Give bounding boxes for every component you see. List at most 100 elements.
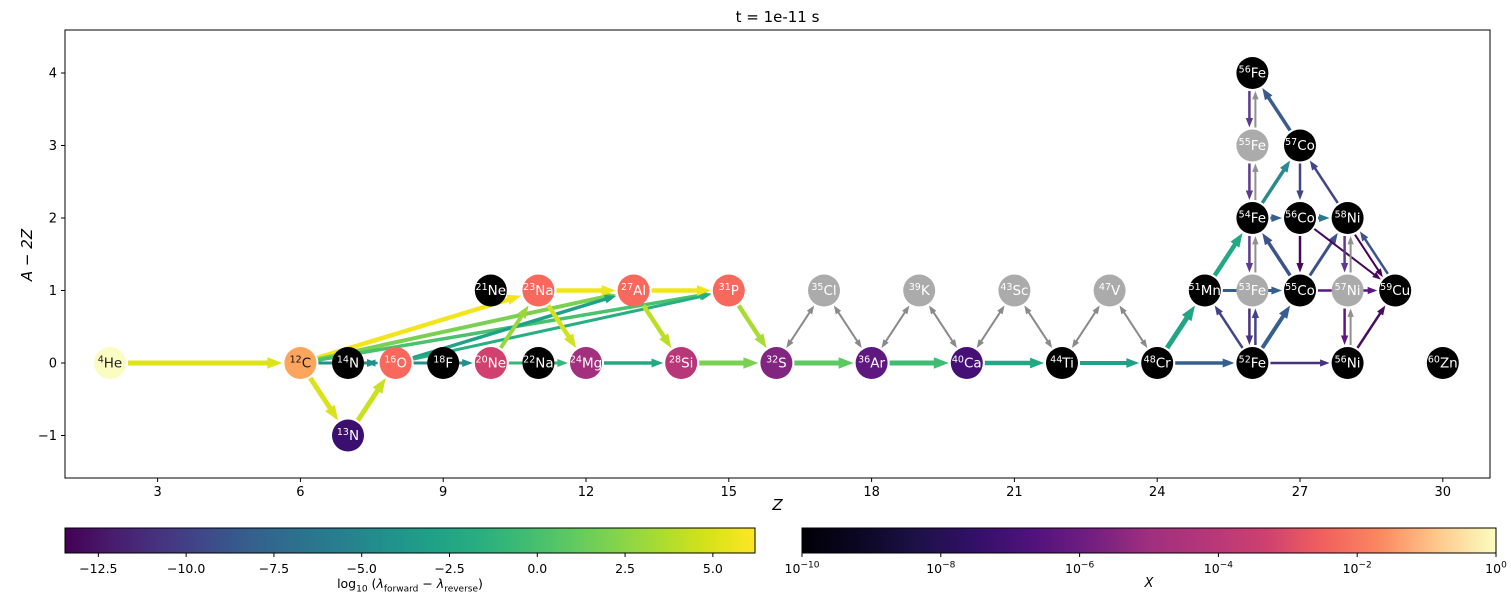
reaction-arrow-head bbox=[838, 357, 854, 369]
reaction-arrow-shaft bbox=[1074, 309, 1098, 344]
reaction-arrow-head bbox=[997, 305, 1005, 315]
isotope-label: 57Ni bbox=[1335, 282, 1361, 299]
reaction-arrow-head bbox=[1377, 305, 1386, 316]
isotope-node-na22: 22Na bbox=[522, 347, 555, 379]
reaction-arrow-head bbox=[659, 333, 672, 348]
reaction-arrow bbox=[833, 305, 862, 348]
reaction-arrow-head bbox=[1044, 339, 1053, 348]
reaction-arrow-shaft bbox=[1308, 238, 1335, 277]
label-fragment: reverse bbox=[444, 584, 479, 595]
reaction-arrow bbox=[1245, 236, 1254, 273]
reaction-arrow-shaft bbox=[317, 294, 608, 362]
reaction-arrow bbox=[1347, 236, 1354, 273]
reaction-arrow-head bbox=[1320, 359, 1330, 367]
reaction-arrow-head bbox=[325, 404, 339, 421]
reaction-arrow bbox=[1340, 308, 1349, 345]
isotope-node-mg24: 24Mg bbox=[570, 347, 602, 379]
isotope-circle bbox=[1093, 274, 1126, 307]
isotope-node-fe56: 56Fe bbox=[1236, 57, 1269, 89]
isotope-node-cu59: 59Cu bbox=[1379, 274, 1412, 307]
isotope-circle bbox=[808, 274, 840, 307]
reaction-arrow-shaft bbox=[1212, 239, 1240, 277]
reaction-arrow-head bbox=[1245, 335, 1254, 345]
reaction-arrow-head bbox=[651, 358, 664, 368]
isotope-circle bbox=[1331, 202, 1364, 234]
colorbar-tick-label: 2.5 bbox=[615, 561, 635, 576]
y-tick-label: −1 bbox=[38, 429, 57, 444]
reaction-arrow bbox=[412, 292, 712, 361]
reaction-arrow-shaft bbox=[1362, 236, 1389, 275]
reaction-arrow bbox=[1308, 233, 1338, 277]
isotope-circle bbox=[94, 347, 126, 379]
isotope-circle bbox=[1046, 347, 1078, 379]
reaction-arrow bbox=[699, 357, 759, 369]
reaction-arrow-head bbox=[699, 292, 712, 301]
isotope-node-v47: 47V bbox=[1093, 274, 1126, 307]
reaction-arrow-head bbox=[1296, 263, 1304, 273]
reaction-arrow-head bbox=[976, 339, 984, 348]
isotope-label: 24Mg bbox=[570, 355, 602, 372]
reaction-arrow-head bbox=[1262, 233, 1273, 246]
colorbar-tick-label: −7.5 bbox=[259, 561, 289, 576]
y-axis-label: A − 2Z bbox=[18, 228, 36, 282]
reaction-arrow-head bbox=[786, 339, 794, 348]
colorbar-tick-label: −10.0 bbox=[167, 561, 205, 576]
isotope-label: 55Co bbox=[1285, 282, 1315, 299]
isotope-node-n13: 13N bbox=[332, 419, 364, 452]
isotope-label: 4He bbox=[98, 355, 123, 372]
reaction-arrow-shaft bbox=[979, 309, 1003, 344]
isotope-label: 12C bbox=[290, 355, 312, 372]
isotope-label: 16O bbox=[384, 355, 407, 372]
reaction-arrow-shaft bbox=[1265, 93, 1292, 132]
colorbar-tick-label: 10−4 bbox=[1204, 561, 1233, 577]
colorbar-tick-label: 10−2 bbox=[1343, 561, 1372, 577]
isotope-label: 14N bbox=[337, 355, 359, 372]
isotope-circle bbox=[522, 347, 555, 379]
colorbar-tick-label: 10−8 bbox=[926, 561, 955, 577]
isotope-node-p31: 31P bbox=[712, 274, 745, 307]
isotope-circle bbox=[903, 274, 936, 307]
reaction-arrow bbox=[1119, 305, 1148, 348]
isotope-label: 21Ne bbox=[476, 282, 507, 299]
y-tick-label: 2 bbox=[49, 212, 57, 227]
reaction-arrow-head bbox=[754, 333, 767, 348]
reaction-arrow bbox=[984, 357, 1044, 369]
isotope-circle bbox=[474, 274, 507, 307]
isotope-label: 44Ti bbox=[1050, 355, 1074, 372]
reaction-arrow-shaft bbox=[1121, 309, 1145, 344]
isotope-label: 53Fe bbox=[1239, 282, 1266, 299]
y-tick-label: 4 bbox=[49, 67, 57, 82]
reaction-arrow-head bbox=[601, 285, 616, 296]
isotope-circle bbox=[474, 347, 507, 379]
isotope-label: 36Ar bbox=[858, 355, 885, 372]
isotope-label: 52Fe bbox=[1239, 355, 1266, 372]
reaction-arrow bbox=[881, 305, 910, 348]
reaction-arrow-head bbox=[1119, 305, 1127, 315]
colorbar-tick-label: 0.0 bbox=[527, 561, 547, 576]
isotope-circle bbox=[427, 347, 460, 379]
label-fragment: ) bbox=[478, 576, 483, 591]
colorbar-tick-label: −12.5 bbox=[79, 561, 117, 576]
isotope-circle bbox=[379, 347, 412, 379]
reaction-arrow-head bbox=[1252, 236, 1259, 245]
isotope-label: 54Fe bbox=[1239, 210, 1266, 227]
reaction-arrow bbox=[1270, 213, 1282, 223]
isotope-label: 22Na bbox=[523, 355, 553, 372]
isotope-node-ar36: 36Ar bbox=[855, 347, 888, 379]
isotope-node-ne20: 20Ne bbox=[474, 347, 507, 379]
reaction-arrow-head bbox=[1245, 190, 1254, 200]
reaction-arrow bbox=[736, 304, 767, 348]
reaction-arrow bbox=[1262, 233, 1292, 277]
isotope-node-sc43: 43Sc bbox=[998, 274, 1031, 307]
isotope-label: 57Co bbox=[1285, 137, 1315, 154]
reaction-arrow bbox=[976, 305, 1005, 348]
isotope-node-na23: 23Na bbox=[522, 274, 555, 307]
isotope-label: 18F bbox=[433, 355, 453, 372]
x-tick-label: 15 bbox=[721, 485, 738, 500]
reaction-arrow bbox=[128, 357, 283, 369]
reaction-arrow-head bbox=[881, 339, 889, 348]
reaction-arrow bbox=[641, 304, 672, 348]
reaction-arrow-head bbox=[267, 357, 283, 369]
colorbar-tick-label: 5.0 bbox=[703, 561, 723, 576]
reaction-arrow-head bbox=[929, 305, 937, 315]
